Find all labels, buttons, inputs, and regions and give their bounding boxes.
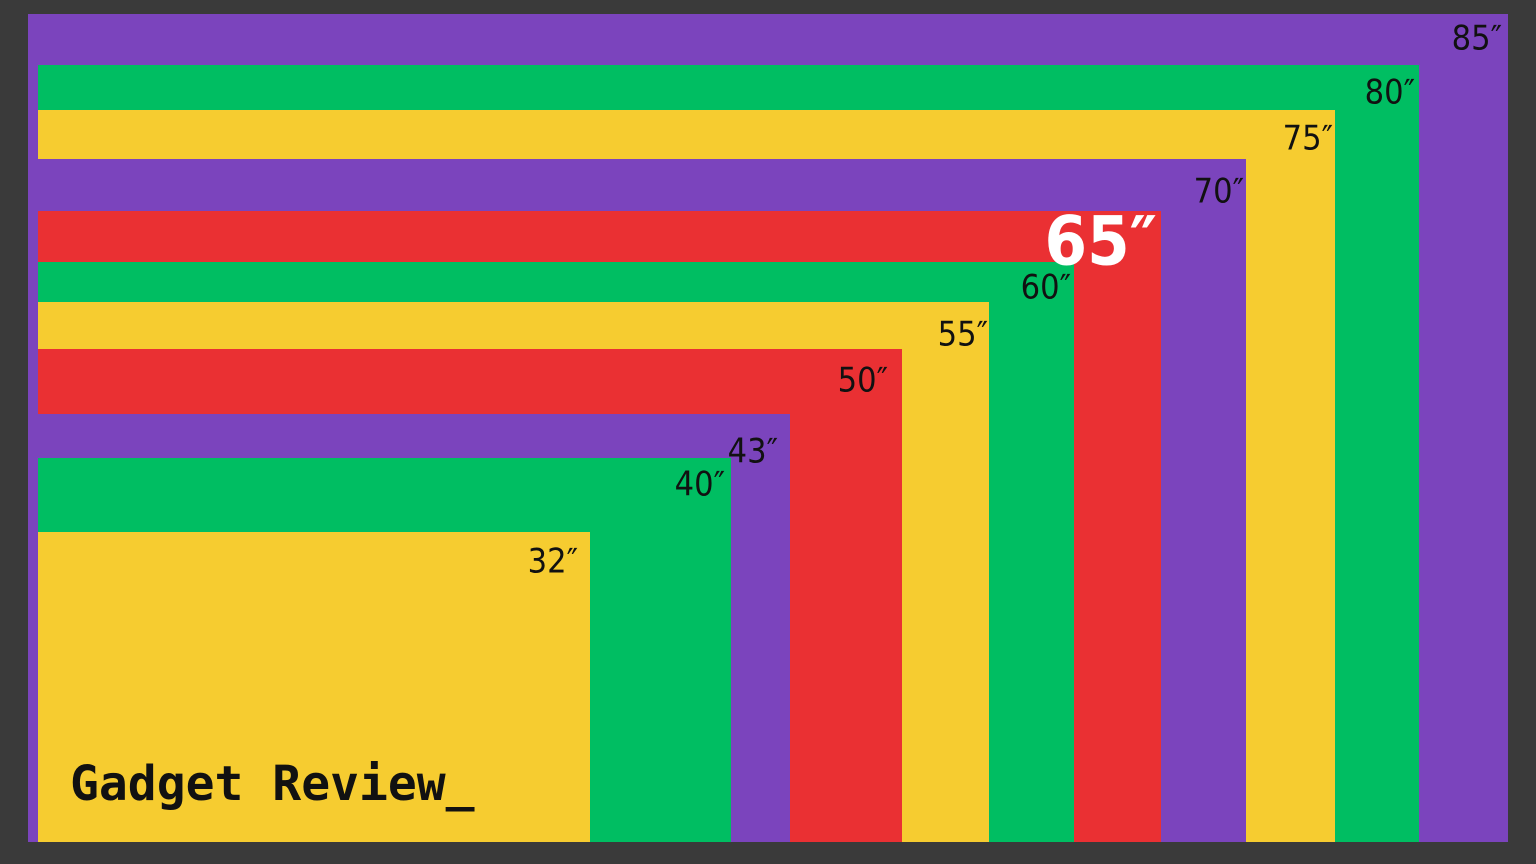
screen-rect (38, 532, 590, 842)
size-label: 43″ (728, 432, 778, 472)
size-label: 40″ (675, 465, 725, 505)
logo: Gadget Review_ (70, 756, 475, 812)
screens (28, 14, 1508, 842)
size-label: 80″ (1365, 73, 1415, 113)
size-label: 55″ (938, 315, 988, 355)
labels: 85″ 80″ 75″ 70″ 65″60″ 55″ 50″ 43″40″ 32″ (528, 19, 1502, 582)
size-label: 70″ (1194, 172, 1244, 212)
size-label: 50″ (838, 361, 888, 401)
size-label: 85″ (1452, 19, 1502, 59)
size-label: 32″ (528, 542, 578, 582)
size-label: 60″ (1021, 268, 1071, 308)
size-label: 75″ (1283, 119, 1333, 159)
size-label: 65″ (1045, 203, 1157, 282)
